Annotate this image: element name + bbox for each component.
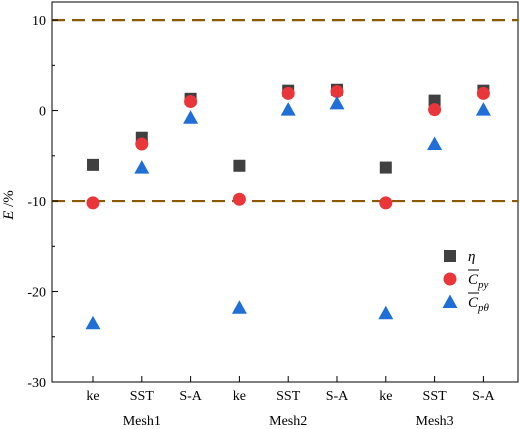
data-point-circle: [281, 86, 295, 100]
data-point-triangle: [378, 305, 394, 320]
data-point-square: [428, 94, 441, 107]
data-point-circle: [86, 196, 100, 210]
data-point-triangle: [427, 136, 443, 151]
data-point-triangle: [85, 315, 101, 330]
legend-marker: [444, 250, 456, 262]
x-tick-label: S-A: [326, 389, 349, 404]
data-point-triangle: [183, 110, 199, 124]
data-point-circle: [379, 196, 393, 210]
x-tick-label: SST: [423, 389, 448, 404]
data-point-square: [379, 161, 392, 174]
y-axis: -30 -20 -10 0 10: [27, 14, 58, 391]
y-tick-label: 10: [32, 14, 46, 29]
legend-marker: [442, 294, 458, 308]
data-point-triangle: [329, 95, 345, 110]
x-tick-label: ke: [233, 389, 246, 404]
y-tick-label: -10: [27, 195, 46, 210]
group-label: Mesh3: [416, 414, 454, 429]
y-tick-label: 0: [39, 105, 46, 120]
y-tick-label: -20: [27, 286, 46, 301]
legend-marker: [443, 272, 457, 286]
data-point-circle: [184, 95, 198, 109]
x-tick-label: SST: [130, 389, 155, 404]
legend: η Cpy Cpθ: [442, 249, 490, 314]
data-point-triangle: [475, 102, 491, 116]
y-tick-label: -30: [27, 376, 46, 391]
x-tick-label: SST: [276, 389, 301, 404]
data-point-circle: [135, 137, 149, 151]
data-point-circle: [232, 192, 246, 206]
y-axis-label: E /%: [1, 190, 17, 221]
legend-label: Cpθ: [468, 295, 490, 314]
legend-label: η: [468, 249, 475, 265]
data-point-circle: [330, 85, 344, 99]
data-point-circle: [476, 86, 490, 100]
data-point-triangle: [231, 300, 247, 314]
reference-lines: [52, 18, 518, 203]
data-point-square: [87, 158, 99, 171]
data-point-triangle: [134, 160, 150, 174]
x-axis: ke SST S-A ke SST S-A ke SST S-A Mesh1 Mesh2 Mesh3: [86, 376, 496, 429]
data-point-triangle: [280, 102, 296, 116]
legend-label: Cpy: [468, 272, 489, 291]
data-point-square: [233, 159, 246, 172]
data-marks: [85, 83, 491, 330]
plot-area: [51, 1, 519, 383]
group-label: Mesh2: [269, 414, 307, 429]
x-tick-label: ke: [379, 389, 392, 404]
data-point-circle: [428, 103, 442, 117]
x-tick-label: S-A: [472, 389, 495, 404]
x-tick-label: ke: [86, 389, 99, 404]
x-tick-label: S-A: [179, 389, 202, 404]
group-label: Mesh1: [123, 414, 161, 429]
